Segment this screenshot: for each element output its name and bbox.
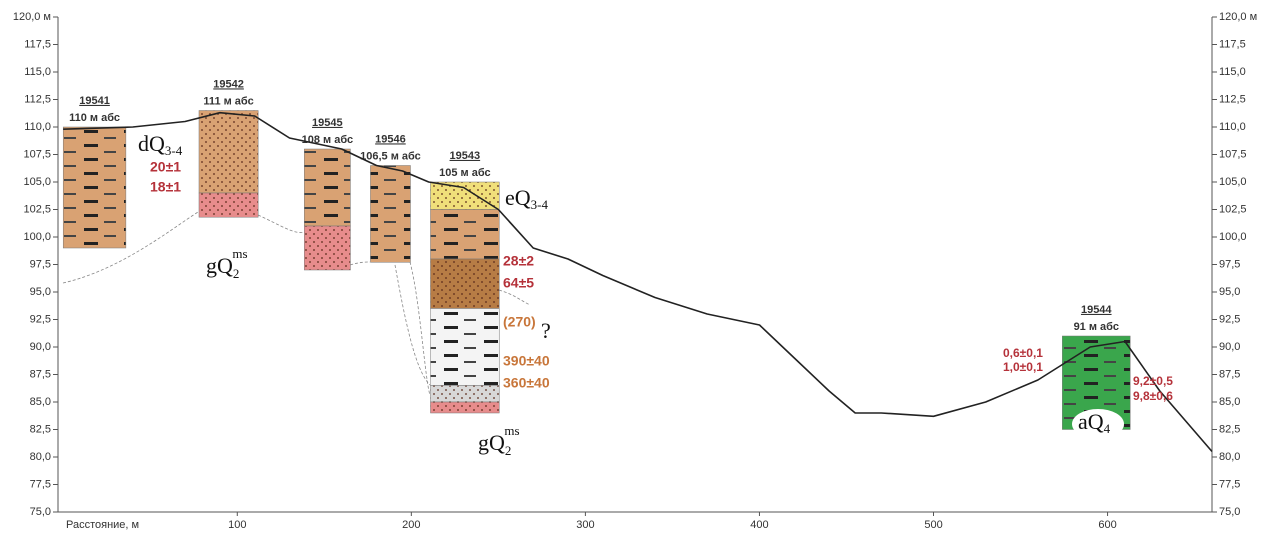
- borehole-name: 19544: [1081, 304, 1112, 316]
- y2-tick-label: 115,0: [1219, 66, 1246, 78]
- borehole-elevation: 110 м абс: [69, 112, 120, 124]
- layer-hatch: [430, 386, 499, 403]
- axes: 75,0 77,5 80,0 82,5 85,0 87,5 90,0 92,5 95,0 97,5…: [13, 11, 1257, 531]
- layer-hatch: [63, 127, 126, 248]
- borehole: 105 м абс 19543: [430, 150, 499, 413]
- age-label: (270): [503, 314, 536, 330]
- age-label: 9,8±0,6: [1133, 389, 1173, 403]
- y-tick-label: 107,5: [23, 148, 51, 160]
- y-tick-label: 80,0: [30, 451, 51, 463]
- borehole: 108 м абс 19545: [302, 117, 354, 270]
- layer-hatch: [430, 402, 499, 413]
- x-tick-label: 500: [924, 519, 942, 531]
- borehole-name: 19546: [375, 133, 406, 145]
- age-label: 390±40: [503, 353, 550, 369]
- x-tick-label: 300: [576, 519, 594, 531]
- layer-hatch: [430, 309, 499, 386]
- borehole-elevation: 91 м абс: [1074, 321, 1119, 333]
- layer-hatch: [304, 226, 350, 270]
- layer-hatch: [199, 193, 258, 217]
- y-tick-label: 85,0: [30, 396, 51, 408]
- y2-tick-label: 77,5: [1219, 478, 1240, 490]
- borehole-name: 19542: [213, 78, 244, 90]
- y2-tick-label: 112,5: [1219, 93, 1246, 105]
- question-mark: ?: [541, 318, 551, 343]
- age-label: 1,0±0,1: [1003, 360, 1043, 374]
- y2-tick-label: 105,0: [1219, 176, 1247, 188]
- y2-tick-label: 117,5: [1219, 38, 1246, 50]
- y-tick-label: 87,5: [30, 368, 51, 380]
- y-tick-label: 120,0 м: [13, 11, 51, 23]
- layer-hatch: [370, 166, 410, 263]
- y2-tick-label: 92,5: [1219, 313, 1240, 325]
- y-tick-label: 115,0: [24, 66, 51, 78]
- age-label: 360±40: [503, 375, 550, 391]
- y2-tick-label: 75,0: [1219, 506, 1240, 518]
- annotations: dQ3-4 gQ2ms eQ3-4 gQ2ms aQ4 20±1 18±1 28…: [138, 131, 1173, 458]
- y-tick-label: 97,5: [30, 258, 51, 270]
- y2-tick-label: 80,0: [1219, 451, 1240, 463]
- x-axis-label: Расстояние, м: [66, 519, 139, 531]
- layer-hatch: [199, 111, 258, 194]
- y-tick-label: 110,0: [24, 121, 51, 133]
- chart: 75,0 77,5 80,0 82,5 85,0 87,5 90,0 92,5 95,0 97,5…: [0, 0, 1270, 535]
- y-tick-label: 77,5: [30, 478, 51, 490]
- age-label: 0,6±0,1: [1003, 346, 1043, 360]
- borehole: 110 м абс 19541: [63, 95, 126, 248]
- layer-hatch: [304, 149, 350, 226]
- y2-tick-label: 100,0: [1219, 231, 1247, 243]
- y2-tick-label: 120,0 м: [1219, 11, 1257, 23]
- borehole-elevation: 111 м абс: [203, 95, 253, 107]
- x-tick-label: 400: [750, 519, 768, 531]
- x-tick-label: 100: [228, 519, 246, 531]
- y2-tick-label: 85,0: [1219, 396, 1240, 408]
- y2-tick-label: 107,5: [1219, 148, 1247, 160]
- y-tick-label: 102,5: [23, 203, 51, 215]
- age-label: 9,2±0,5: [1133, 374, 1173, 388]
- unit-label: gQ2ms: [206, 246, 248, 281]
- unit-label: dQ3-4: [138, 131, 183, 158]
- y2-tick-label: 97,5: [1219, 258, 1240, 270]
- borehole-name: 19541: [79, 95, 110, 107]
- y-tick-label: 105,0: [23, 176, 51, 188]
- y-tick-label: 90,0: [30, 341, 51, 353]
- age-label: 18±1: [150, 179, 181, 195]
- x-tick-label: 200: [402, 519, 420, 531]
- y-tick-label: 75,0: [30, 506, 51, 518]
- age-label: 64±5: [503, 275, 534, 291]
- unit-label: gQ2ms: [478, 423, 520, 458]
- borehole-elevation: 106,5 м абс: [360, 150, 421, 162]
- borehole: 106,5 м абс 19546: [360, 133, 421, 262]
- y2-tick-label: 87,5: [1219, 368, 1240, 380]
- borehole-name: 19543: [450, 150, 481, 162]
- age-label: 28±2: [503, 253, 534, 269]
- y2-tick-label: 90,0: [1219, 341, 1240, 353]
- borehole: 111 м абс 19542: [199, 78, 258, 217]
- y-tick-label: 82,5: [30, 423, 51, 435]
- y2-tick-label: 82,5: [1219, 423, 1240, 435]
- y-tick-label: 92,5: [30, 313, 51, 325]
- y-tick-label: 95,0: [30, 286, 51, 298]
- y2-tick-label: 110,0: [1219, 121, 1246, 133]
- y-tick-label: 100,0: [23, 231, 51, 243]
- y-tick-label: 117,5: [24, 38, 51, 50]
- unit-label: eQ3-4: [505, 185, 548, 212]
- layer-hatch: [430, 259, 499, 309]
- x-tick-label: 600: [1098, 519, 1116, 531]
- age-label: 20±1: [150, 159, 181, 175]
- y2-tick-label: 95,0: [1219, 286, 1240, 298]
- y-tick-label: 112,5: [24, 93, 51, 105]
- y2-tick-label: 102,5: [1219, 203, 1247, 215]
- borehole-elevation: 108 м абс: [302, 134, 354, 146]
- borehole-name: 19545: [312, 117, 343, 129]
- layer-hatch: [430, 210, 499, 260]
- layer-hatch: [430, 182, 499, 210]
- borehole-elevation: 105 м абс: [439, 167, 491, 179]
